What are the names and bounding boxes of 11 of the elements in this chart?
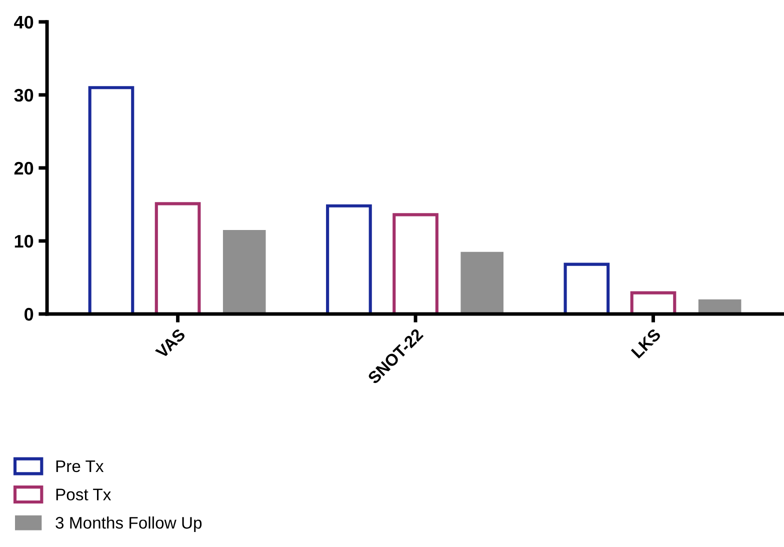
legend-label: Post Tx xyxy=(56,488,112,500)
y-tick-label: 20 xyxy=(14,162,34,175)
x-tick-label: VAS xyxy=(154,328,186,360)
y-tick-label: 40 xyxy=(14,16,34,29)
y-tick-label: 10 xyxy=(14,234,34,248)
bar xyxy=(222,230,266,314)
y-tick-label: 0 xyxy=(24,308,34,321)
bar xyxy=(460,252,504,314)
legend-label: Pre Tx xyxy=(56,460,104,472)
y-tick-label: 30 xyxy=(14,88,34,102)
legend-label: 3 Months Follow Up xyxy=(56,516,202,532)
